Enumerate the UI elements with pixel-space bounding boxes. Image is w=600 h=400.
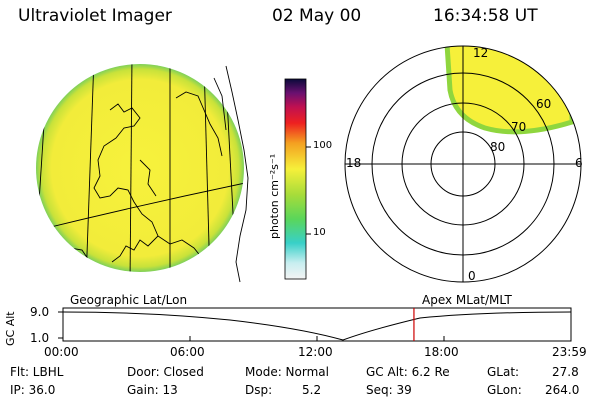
app-title: Ultraviolet Imager [18,6,172,26]
colorbar-tick-100: 100 [313,140,333,151]
timeline-right-label: Apex MLat/MLT [422,293,512,307]
mode-info: Mode: Normal [245,365,329,379]
seq-info: Seq: 39 [366,383,412,397]
dsp-value: 5.2 [302,383,322,397]
glon-label: GLon: [487,383,522,397]
glat-label: GLat: [487,365,520,379]
mlt-label-18: 18 [346,156,362,170]
timeline-y-axis-label: GC Alt [4,311,17,346]
timeline-left-label: Geographic Lat/Lon [70,293,188,307]
timeline-y-tick: 9.0 [30,305,50,319]
timeline-x-tick: 06:00 [170,345,205,359]
door-info: Door: Closed [127,365,204,379]
lat-label-70: 70 [511,120,527,134]
colorbar-unit-label: photon cm⁻²s⁻¹ [268,153,281,239]
dsp-label: Dsp: [245,383,273,397]
earth-disk-image [36,64,249,283]
glat-value: 27.8 [552,365,579,379]
mlt-label-0: 0 [468,269,476,283]
mlt-label-6: 6 [575,156,583,170]
lat-label-60: 60 [536,97,552,111]
lat-label-80: 80 [490,140,506,154]
colorbar [284,78,311,280]
mlt-label-12: 12 [473,46,489,60]
date-label: 02 May 00 [272,6,362,26]
polar-plot [344,45,582,283]
gain-info: Gain: 13 [127,383,178,397]
colorbar-tick-10: 10 [313,227,326,238]
timeline-chart [58,307,572,342]
timeline-x-tick: 23:59 [552,345,587,359]
time-label: 16:34:58 UT [433,6,538,26]
timeline-y-tick: 1.0 [30,331,50,345]
glon-value: 264.0 [545,383,580,397]
timeline-x-tick: 12:00 [298,345,333,359]
flt-info: Flt: LBHL [10,365,64,379]
gc-alt-info: GC Alt: 6.2 Re [366,365,450,379]
ip-info: IP: 36.0 [10,383,56,397]
timeline-x-tick: 18:00 [424,345,459,359]
timeline-x-tick: 00:00 [44,345,79,359]
